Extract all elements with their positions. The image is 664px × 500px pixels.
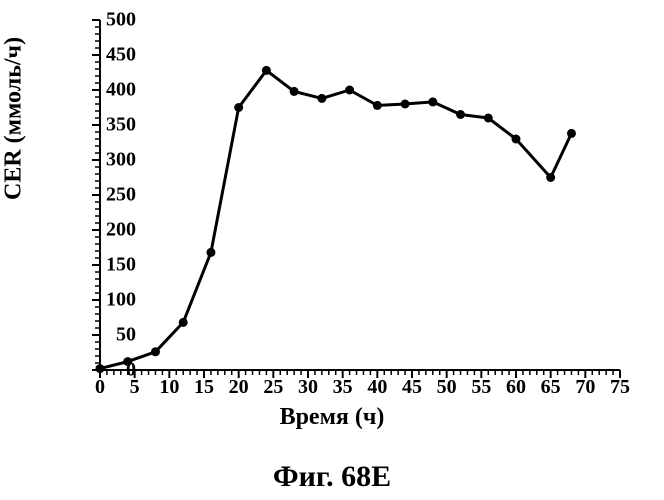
figure: CER (ммоль/ч) Время (ч) Фиг. 68E 0501001… (0, 0, 664, 500)
y-tick: 200 (76, 219, 136, 242)
y-tick: 400 (76, 79, 136, 102)
y-tick: 150 (76, 254, 136, 277)
x-tick: 75 (600, 376, 640, 399)
y-tick: 250 (76, 184, 136, 207)
y-tick: 100 (76, 289, 136, 312)
y-tick: 50 (76, 324, 136, 347)
y-tick: 350 (76, 114, 136, 137)
y-tick: 300 (76, 149, 136, 172)
x-axis-label: Время (ч) (0, 404, 664, 431)
y-tick: 450 (76, 44, 136, 67)
figure-caption: Фиг. 68E (0, 460, 664, 494)
y-axis-label: CER (ммоль/ч) (1, 37, 28, 200)
chart-plot (100, 20, 620, 370)
y-tick: 500 (76, 9, 136, 32)
